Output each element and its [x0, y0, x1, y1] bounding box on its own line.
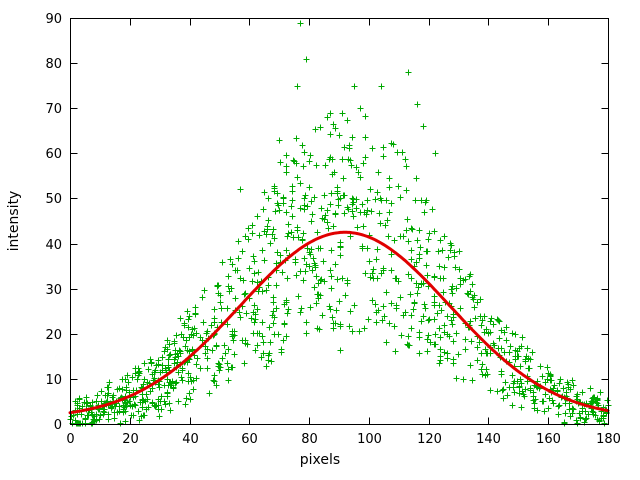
x-tick-label: 40 [182, 432, 199, 447]
x-tick-label: 140 [476, 432, 501, 447]
y-tick-label: 50 [45, 192, 62, 207]
x-tick-label: 120 [417, 432, 442, 447]
x-axis-title: pixels [299, 452, 341, 468]
y-tick-label: 30 [45, 283, 62, 298]
fit-line [68, 230, 610, 415]
y-tick-label: 20 [45, 328, 62, 343]
y-tick-label: 70 [45, 102, 62, 117]
y-axis-title: intensity [6, 190, 22, 252]
y-tick-label: 80 [45, 57, 62, 72]
y-tick-label: 40 [45, 238, 62, 253]
y-tick-label: 10 [45, 373, 62, 388]
plot-border [70, 18, 609, 425]
x-tick-label: 60 [241, 432, 258, 447]
x-tick-label: 80 [301, 432, 318, 447]
y-tick-label: 60 [45, 147, 62, 162]
y-tick-label: 0 [54, 418, 62, 433]
x-tick-label: 180 [596, 432, 621, 447]
x-tick-label: 160 [536, 432, 561, 447]
y-tick-label: 90 [45, 12, 62, 27]
x-tick-label: 100 [357, 432, 382, 447]
x-tick-label: 20 [122, 432, 139, 447]
scatter-series [67, 20, 612, 427]
x-tick-label: 0 [66, 432, 74, 447]
